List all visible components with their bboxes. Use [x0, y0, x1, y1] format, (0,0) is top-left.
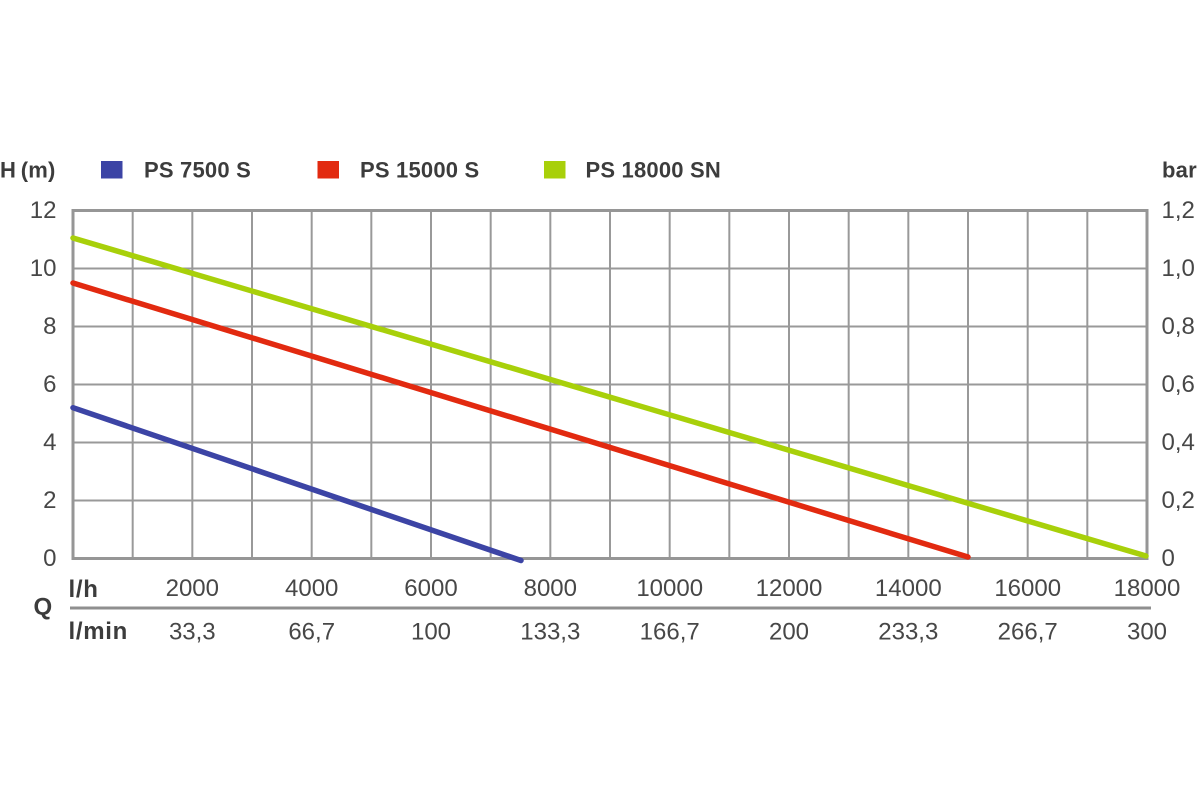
svg-text:0,2: 0,2: [1162, 487, 1195, 514]
svg-text:12: 12: [30, 197, 57, 224]
svg-text:4000: 4000: [285, 575, 338, 602]
svg-text:l/min: l/min: [69, 618, 129, 645]
svg-text:10000: 10000: [636, 575, 703, 602]
svg-text:14000: 14000: [875, 575, 942, 602]
svg-text:8: 8: [43, 313, 56, 340]
svg-text:0,4: 0,4: [1162, 429, 1195, 456]
svg-text:0: 0: [43, 545, 56, 572]
svg-text:0,6: 0,6: [1162, 371, 1195, 398]
svg-text:16000: 16000: [994, 575, 1061, 602]
svg-text:8000: 8000: [524, 575, 577, 602]
svg-text:1,2: 1,2: [1162, 197, 1195, 224]
svg-text:66,7: 66,7: [288, 619, 335, 646]
svg-text:266,7: 266,7: [998, 619, 1058, 646]
svg-text:300: 300: [1127, 619, 1167, 646]
svg-text:l/h: l/h: [69, 576, 99, 603]
svg-text:PS 7500 S: PS 7500 S: [144, 158, 251, 183]
svg-text:2000: 2000: [166, 575, 219, 602]
svg-text:33,3: 33,3: [169, 619, 216, 646]
svg-text:Q: Q: [34, 594, 53, 621]
svg-text:12000: 12000: [756, 575, 823, 602]
svg-text:10: 10: [30, 255, 57, 282]
svg-text:18000: 18000: [1114, 575, 1181, 602]
svg-text:0: 0: [1162, 545, 1175, 572]
svg-text:200: 200: [769, 619, 809, 646]
svg-text:6000: 6000: [404, 575, 457, 602]
svg-text:1,0: 1,0: [1162, 255, 1195, 282]
svg-text:2: 2: [43, 487, 56, 514]
svg-text:PS 15000 S: PS 15000 S: [360, 158, 479, 183]
svg-text:bar: bar: [1162, 158, 1197, 183]
svg-text:0,8: 0,8: [1162, 313, 1195, 340]
svg-text:133,3: 133,3: [520, 619, 580, 646]
svg-text:4: 4: [43, 429, 56, 456]
svg-text:H (m): H (m): [0, 158, 56, 183]
svg-text:6: 6: [43, 371, 56, 398]
svg-text:PS 18000 SN: PS 18000 SN: [586, 158, 722, 183]
svg-text:100: 100: [411, 619, 451, 646]
svg-text:233,3: 233,3: [878, 619, 938, 646]
svg-text:166,7: 166,7: [640, 619, 700, 646]
